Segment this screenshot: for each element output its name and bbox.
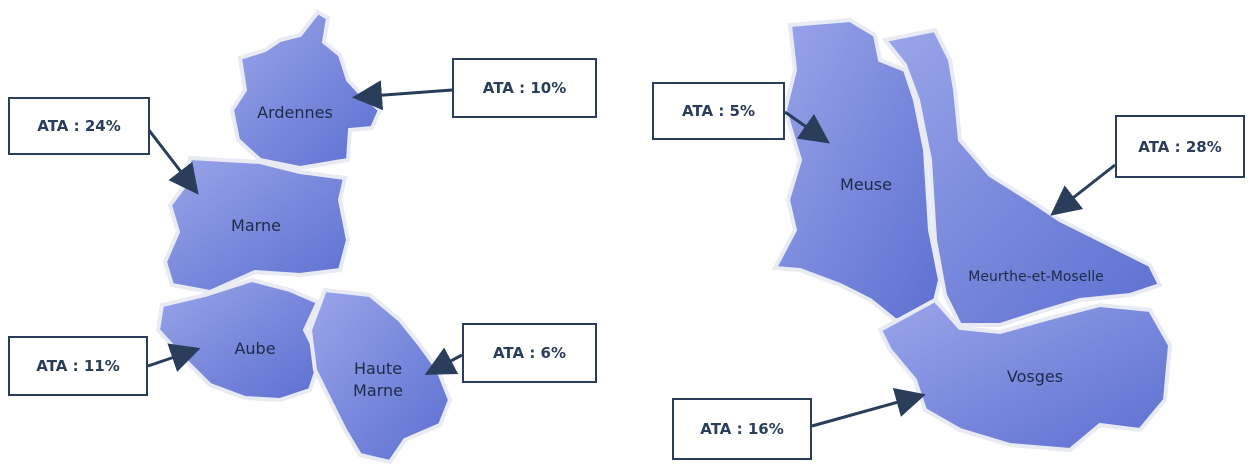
region-vosges bbox=[877, 297, 1173, 453]
region-name: Haute Marne bbox=[353, 359, 403, 400]
arrow bbox=[424, 347, 463, 375]
region-marne bbox=[162, 155, 351, 295]
arrow bbox=[147, 343, 201, 372]
arrow bbox=[143, 124, 199, 195]
ata-label: ATA : 16% bbox=[672, 398, 812, 460]
region-name: Meuse bbox=[840, 175, 892, 194]
region-name: Marne bbox=[231, 216, 281, 235]
arrow bbox=[352, 80, 453, 111]
ata-label: ATA : 28% bbox=[1115, 115, 1245, 178]
region-name: Aube bbox=[234, 339, 276, 358]
arrow bbox=[811, 387, 926, 428]
ata-label: ATA : 11% bbox=[8, 336, 148, 396]
ata-label: ATA : 5% bbox=[652, 82, 785, 140]
ata-label: ATA : 24% bbox=[8, 97, 150, 155]
region-haute-marne bbox=[307, 287, 453, 465]
region-meurthe-et-moselle bbox=[881, 27, 1163, 327]
ata-label: ATA : 6% bbox=[462, 323, 597, 383]
region-name: Vosges bbox=[1006, 367, 1064, 386]
arrow bbox=[1050, 163, 1116, 216]
arrow bbox=[784, 110, 830, 144]
region-name: Ardennes bbox=[257, 103, 333, 122]
ata-label: ATA : 10% bbox=[452, 58, 597, 118]
region-ardennes bbox=[229, 9, 383, 171]
region-name: Meurthe-et-Moselle bbox=[968, 269, 1104, 285]
